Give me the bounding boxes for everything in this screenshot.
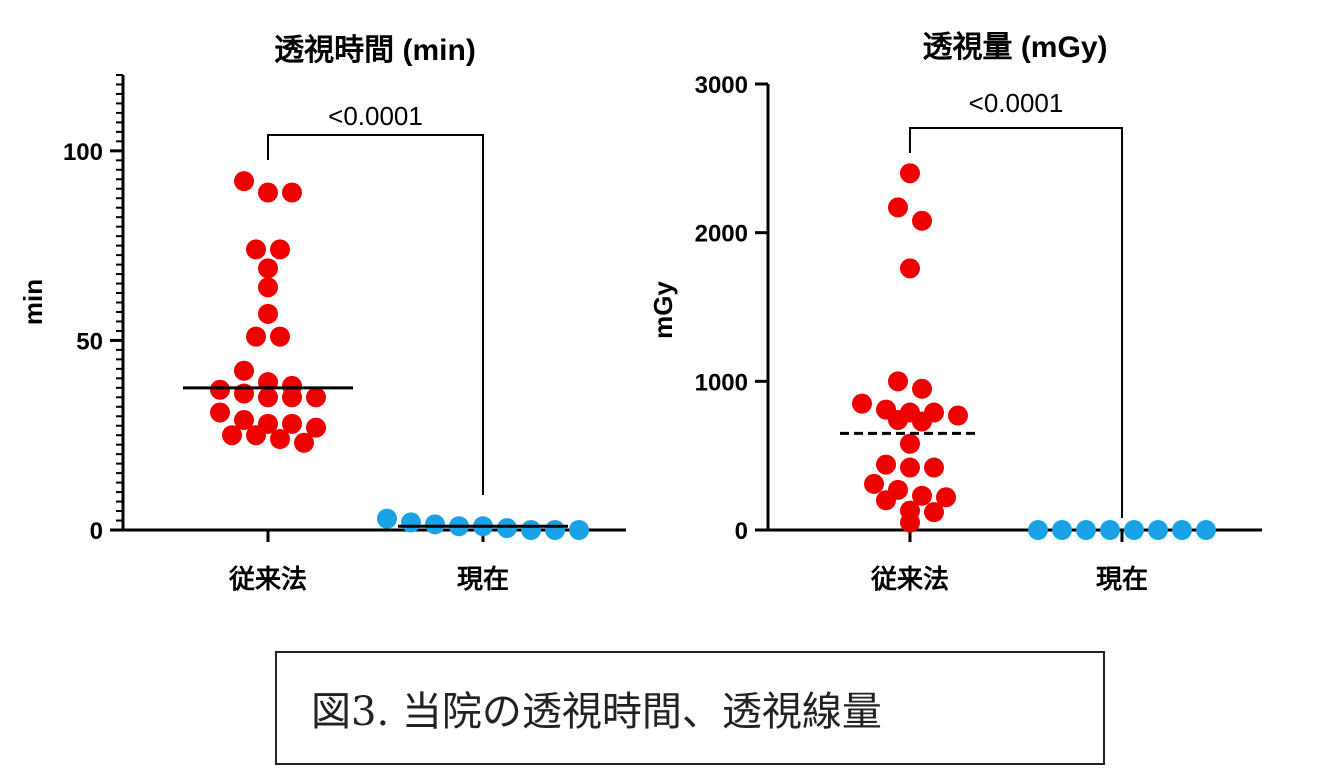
data-point	[1052, 520, 1072, 540]
y-tick-label: 0	[735, 518, 748, 545]
data-point	[282, 182, 302, 203]
data-point	[924, 502, 944, 523]
data-point	[234, 410, 254, 431]
data-point	[246, 425, 266, 446]
x-tick-label: 従来法	[228, 564, 307, 594]
data-point	[900, 258, 920, 279]
data-point	[1100, 520, 1120, 540]
data-point	[258, 182, 278, 203]
data-point	[900, 512, 920, 533]
x-tick-label: 従来法	[870, 564, 949, 594]
chart-title: 透視時間 (min)	[274, 34, 476, 67]
p-value-label: <0.0001	[969, 88, 1064, 118]
data-point	[294, 432, 314, 453]
data-point	[497, 518, 517, 539]
caption-text: 図3. 当院の透視時間、透視線量	[311, 689, 882, 735]
y-tick-label: 0	[90, 518, 103, 545]
data-point	[282, 413, 302, 434]
p-value-label: <0.0001	[328, 101, 423, 131]
data-point	[210, 379, 230, 400]
data-point	[258, 277, 278, 298]
data-point	[1196, 520, 1216, 540]
data-point	[270, 429, 290, 449]
comparison-bracket	[909, 127, 1123, 518]
data-point	[1148, 520, 1168, 540]
chart-title: 透視量 (mGy)	[922, 31, 1107, 64]
data-point	[425, 514, 445, 535]
y-tick-label: 2000	[695, 221, 748, 248]
data-point	[1028, 520, 1048, 540]
data-point	[569, 520, 589, 540]
data-point	[864, 473, 884, 494]
comparison-bracket	[267, 134, 484, 495]
data-point	[246, 326, 266, 347]
data-point	[246, 239, 266, 260]
data-point	[306, 417, 326, 438]
y-tick-label: 1000	[695, 369, 748, 396]
data-point	[1076, 520, 1096, 540]
data-point	[912, 485, 932, 506]
data-point	[222, 425, 242, 446]
data-point	[888, 197, 908, 218]
y-tick-label: 100	[63, 139, 103, 166]
data-point	[545, 520, 565, 540]
data-point	[306, 387, 326, 408]
y-tick-label: 50	[76, 328, 103, 355]
data-point	[912, 210, 932, 231]
y-tick-label: 3000	[695, 72, 748, 99]
data-point	[270, 239, 290, 260]
data-point	[210, 402, 230, 423]
data-point	[521, 520, 541, 540]
data-point	[912, 411, 932, 432]
data-point	[876, 490, 896, 511]
chart-1: 透視時間 (min) min 0 50 100 従来法 現在 <0.0001	[18, 34, 626, 594]
chart-2: 透視量 (mGy) mGy 0 1000 2000 3000 従来法 現在 <0.0001	[648, 31, 1262, 594]
data-point	[258, 303, 278, 324]
data-point	[258, 387, 278, 408]
y-axis-label: mGy	[648, 281, 678, 339]
data-point	[234, 360, 254, 381]
data-point	[282, 387, 302, 408]
x-tick-label: 現在	[1096, 564, 1148, 594]
data-point	[888, 409, 908, 430]
data-point	[936, 487, 956, 508]
data-point	[270, 326, 290, 347]
x-tick-label: 現在	[457, 564, 509, 594]
data-point	[234, 171, 254, 192]
data-point	[1172, 520, 1192, 540]
data-point	[401, 512, 421, 533]
data-point	[377, 508, 397, 529]
data-point	[1124, 520, 1144, 540]
data-point	[912, 378, 932, 399]
data-point	[924, 457, 944, 478]
y-axis-label: min	[18, 279, 48, 325]
data-point	[258, 258, 278, 279]
data-point	[900, 163, 920, 184]
data-point	[888, 371, 908, 392]
data-point	[948, 405, 968, 426]
data-point	[852, 393, 872, 414]
data-point	[900, 433, 920, 454]
data-point	[900, 457, 920, 478]
figure-caption: 図3. 当院の透視時間、透視線量	[275, 651, 1105, 765]
data-point	[876, 454, 896, 475]
